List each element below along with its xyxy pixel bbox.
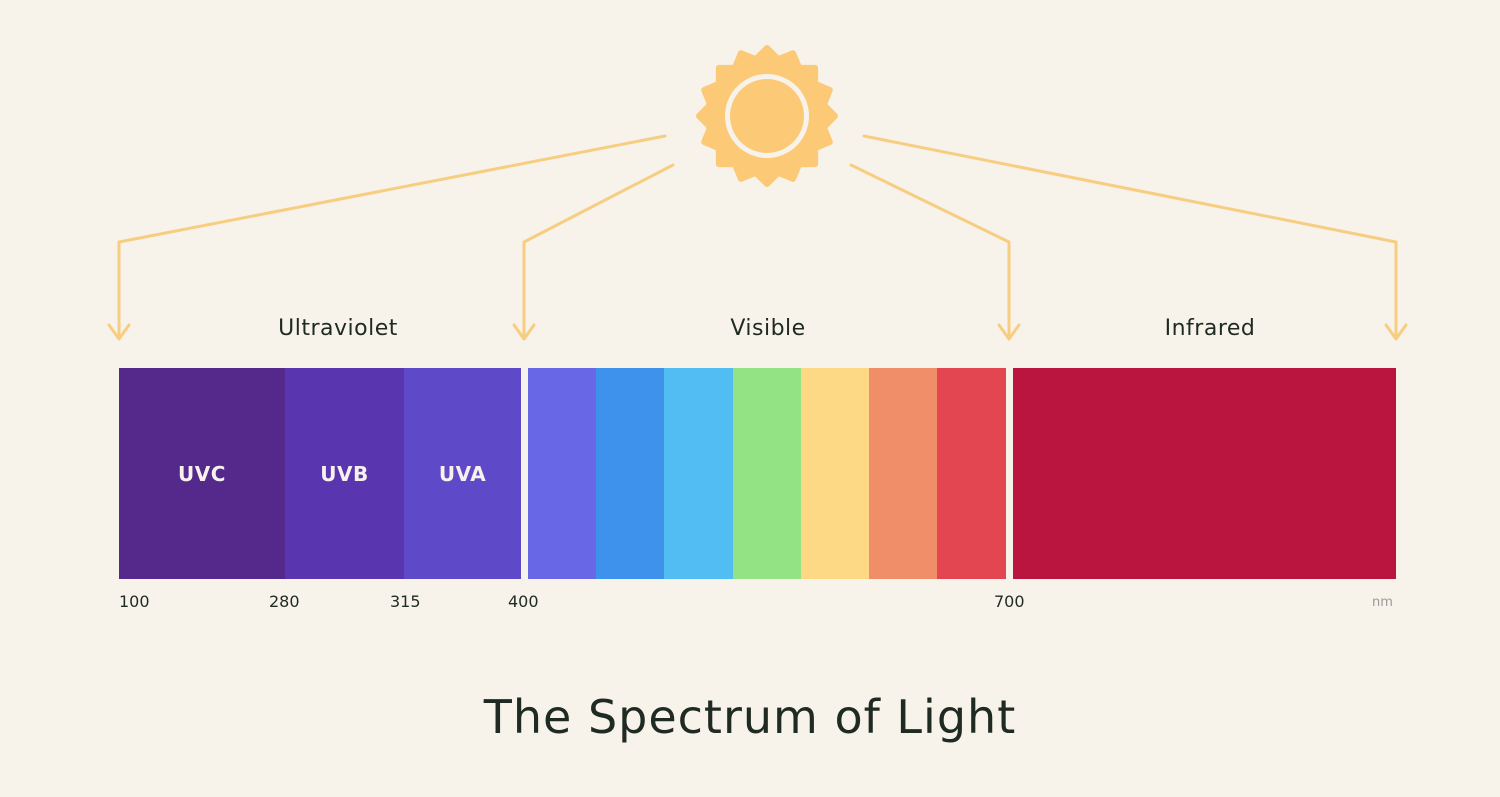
unit-label: nm xyxy=(1372,595,1393,610)
band-visible-green xyxy=(733,368,801,579)
region-label-visible: Visible xyxy=(730,316,806,341)
tick-label: 700 xyxy=(994,592,1025,611)
sun-icon xyxy=(696,45,838,187)
tick-label: 280 xyxy=(269,592,300,611)
arrow-down-icon xyxy=(107,323,131,341)
tick-label: 400 xyxy=(508,592,539,611)
band-visible-blue xyxy=(596,368,664,579)
arrow-infrared-end xyxy=(862,134,1398,340)
band-visible-violet xyxy=(528,368,596,579)
arrow-down-icon xyxy=(997,323,1021,341)
band-label-uvc: UVC xyxy=(178,461,226,486)
band-visible-yellow xyxy=(801,368,869,579)
tick-label: 315 xyxy=(390,592,421,611)
arrow-visible-start xyxy=(522,163,675,340)
band-visible-orange xyxy=(869,368,937,579)
arrow-down-icon xyxy=(1384,323,1408,341)
band-uva: UVA xyxy=(404,368,521,579)
band-visible-cyan xyxy=(664,368,733,579)
tick-label: 100 xyxy=(119,592,150,611)
band-uvb: UVB xyxy=(285,368,404,579)
band-label-uva: UVA xyxy=(438,461,487,486)
region-label-ultraviolet: Ultraviolet xyxy=(278,316,398,341)
arrow-group xyxy=(107,134,1408,341)
region-label-infrared: Infrared xyxy=(1164,316,1256,341)
band-visible-red xyxy=(937,368,1006,579)
arrow-down-icon xyxy=(512,323,536,341)
page-title: The Spectrum of Light xyxy=(483,690,1017,744)
band-uvc: UVC xyxy=(119,368,285,579)
arrow-infrared-start xyxy=(849,163,1011,340)
band-infrared xyxy=(1013,368,1396,579)
band-label-uvb: UVB xyxy=(320,461,369,486)
arrow-ultraviolet-start xyxy=(117,134,667,340)
